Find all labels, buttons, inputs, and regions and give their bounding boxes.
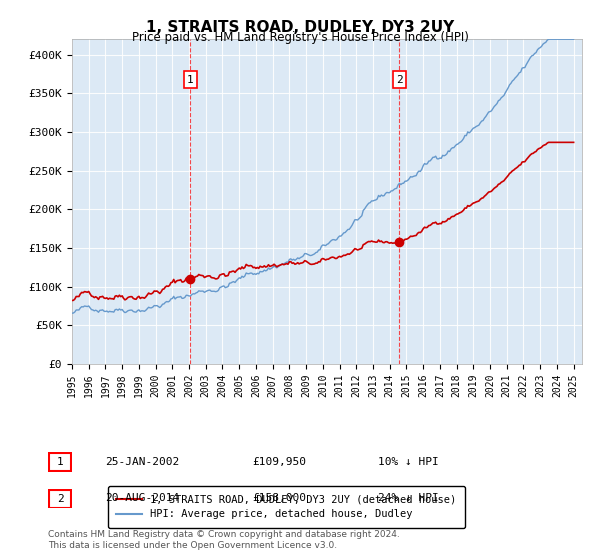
Text: 1: 1	[56, 458, 64, 467]
Legend: 1, STRAITS ROAD, DUDLEY, DY3 2UY (detached house), HPI: Average price, detached : 1, STRAITS ROAD, DUDLEY, DY3 2UY (detach…	[107, 486, 465, 528]
Text: Contains HM Land Registry data © Crown copyright and database right 2024.: Contains HM Land Registry data © Crown c…	[48, 530, 400, 539]
Text: 2: 2	[396, 75, 403, 85]
Text: £158,000: £158,000	[252, 493, 306, 503]
Text: 20-AUG-2014: 20-AUG-2014	[105, 493, 179, 503]
Text: 1: 1	[187, 75, 194, 85]
Text: This data is licensed under the Open Government Licence v3.0.: This data is licensed under the Open Gov…	[48, 541, 337, 550]
Text: 24% ↓ HPI: 24% ↓ HPI	[378, 493, 439, 503]
Text: 1, STRAITS ROAD, DUDLEY, DY3 2UY: 1, STRAITS ROAD, DUDLEY, DY3 2UY	[146, 20, 454, 35]
Text: £109,950: £109,950	[252, 457, 306, 467]
Text: Price paid vs. HM Land Registry's House Price Index (HPI): Price paid vs. HM Land Registry's House …	[131, 31, 469, 44]
FancyBboxPatch shape	[49, 490, 71, 507]
FancyBboxPatch shape	[49, 454, 71, 471]
Text: 2: 2	[56, 494, 64, 503]
Text: 10% ↓ HPI: 10% ↓ HPI	[378, 457, 439, 467]
Text: 25-JAN-2002: 25-JAN-2002	[105, 457, 179, 467]
